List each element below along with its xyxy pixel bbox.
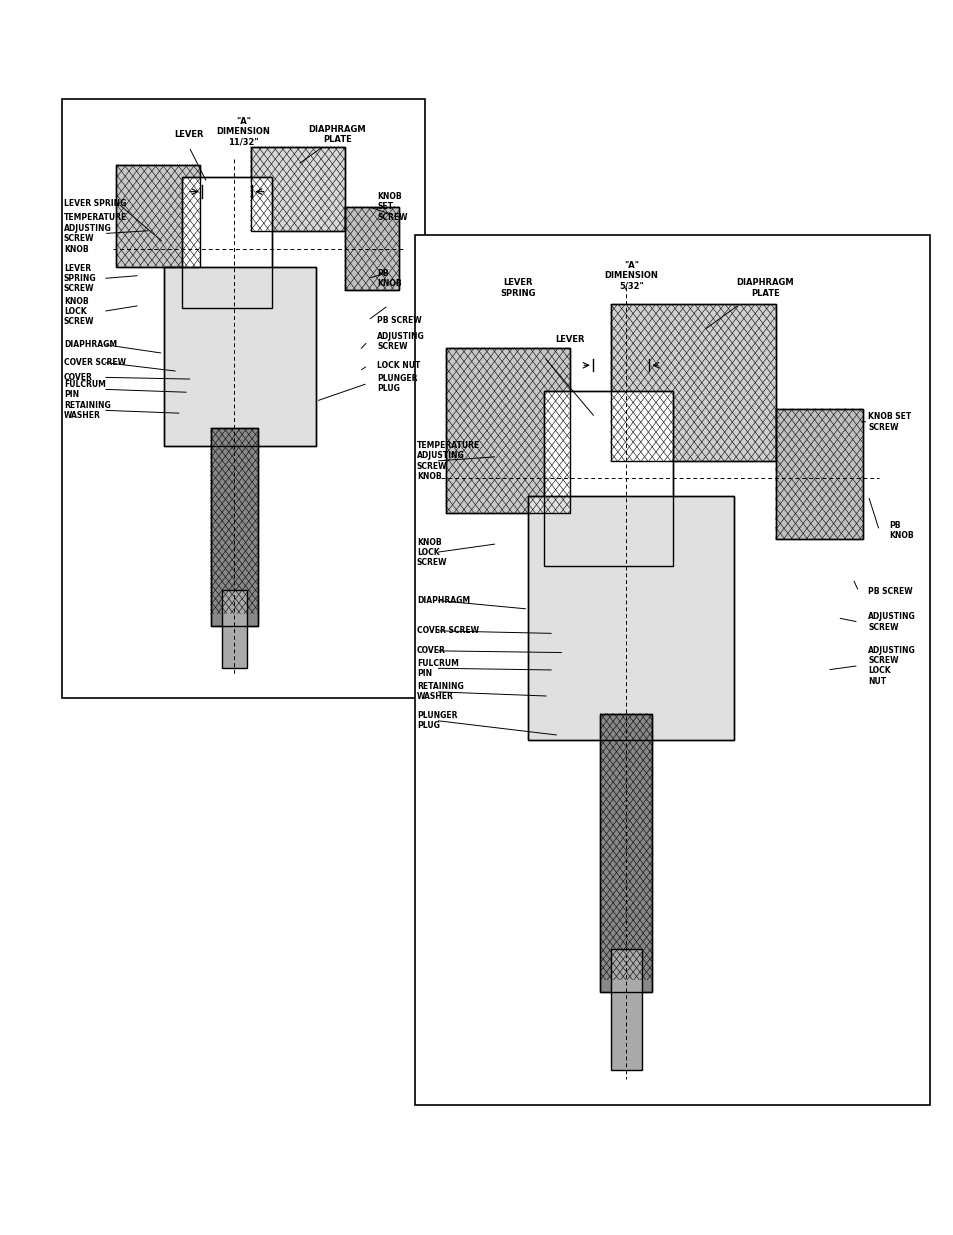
Text: COVER: COVER (64, 373, 92, 382)
Bar (610, 304, 775, 461)
Text: ADJUSTING
SCREW: ADJUSTING SCREW (867, 613, 915, 632)
Bar (251, 147, 344, 231)
Text: DIAPHRAGM: DIAPHRAGM (416, 595, 470, 605)
Bar (543, 391, 672, 566)
Text: DIAPHRAGM
PLATE: DIAPHRAGM PLATE (309, 125, 366, 144)
Text: LEVER: LEVER (174, 130, 203, 140)
Bar (181, 177, 272, 309)
Text: COVER: COVER (416, 646, 445, 656)
Bar (211, 429, 257, 626)
Text: PB SCREW: PB SCREW (867, 587, 912, 597)
Text: PLUNGER
PLUG: PLUNGER PLUG (416, 711, 456, 730)
Bar (528, 495, 734, 740)
Text: ADJUSTING
SCREW: ADJUSTING SCREW (377, 332, 425, 351)
Bar (163, 267, 315, 446)
Text: PB SCREW: PB SCREW (377, 316, 421, 325)
Bar (62, 99, 424, 698)
Bar (116, 164, 199, 267)
Text: LEVER
SPRING: LEVER SPRING (499, 278, 536, 298)
Bar (599, 714, 651, 992)
Text: FULCRUM
PIN: FULCRUM PIN (416, 658, 458, 678)
Bar (344, 206, 398, 290)
Text: PB
KNOB: PB KNOB (888, 521, 913, 541)
Bar (775, 409, 862, 540)
Text: LOCK NUT: LOCK NUT (377, 361, 420, 369)
Text: PB
KNOB: PB KNOB (377, 269, 401, 288)
Text: PLUNGER
PLUG: PLUNGER PLUG (377, 374, 417, 393)
Bar (445, 348, 569, 514)
Text: LEVER SPRING: LEVER SPRING (64, 199, 126, 209)
Text: KNOB
SET
SCREW: KNOB SET SCREW (377, 191, 408, 221)
Bar (415, 235, 929, 1105)
Bar (528, 495, 734, 740)
Text: DIAPHRAGM
PLATE: DIAPHRAGM PLATE (736, 278, 793, 298)
Bar (116, 164, 199, 267)
Text: COVER SCREW: COVER SCREW (64, 358, 126, 367)
Bar (610, 948, 641, 1071)
Bar (543, 391, 672, 566)
Text: "A"
DIMENSION
5/32": "A" DIMENSION 5/32" (604, 261, 658, 290)
Bar (610, 304, 775, 461)
Text: RETAINING
WASHER: RETAINING WASHER (64, 400, 111, 420)
Bar (599, 714, 651, 992)
Text: LEVER: LEVER (555, 335, 583, 343)
Text: FULCRUM
PIN: FULCRUM PIN (64, 379, 106, 399)
Bar (251, 147, 344, 231)
Bar (344, 206, 398, 290)
Bar (221, 590, 247, 668)
Text: KNOB
LOCK
SCREW: KNOB LOCK SCREW (416, 537, 447, 567)
Text: KNOB
LOCK
SCREW: KNOB LOCK SCREW (64, 296, 94, 326)
Text: TEMPERATURE
ADJUSTING
SCREW
KNOB: TEMPERATURE ADJUSTING SCREW KNOB (416, 441, 479, 482)
Bar (163, 267, 315, 446)
Text: DIAPHRAGM: DIAPHRAGM (64, 340, 117, 348)
Text: RETAINING
WASHER: RETAINING WASHER (416, 682, 463, 701)
Text: LEVER
SPRING
SCREW: LEVER SPRING SCREW (64, 263, 96, 294)
Bar (211, 429, 257, 626)
Bar (775, 409, 862, 540)
Bar (445, 348, 569, 514)
Text: KNOB SET
SCREW: KNOB SET SCREW (867, 412, 911, 431)
Text: TEMPERATURE
ADJUSTING
SCREW
KNOB: TEMPERATURE ADJUSTING SCREW KNOB (64, 214, 127, 253)
Text: "A"
DIMENSION
11/32": "A" DIMENSION 11/32" (216, 117, 270, 147)
Text: COVER SCREW: COVER SCREW (416, 626, 478, 635)
Bar (181, 177, 272, 309)
Text: ADJUSTING
SCREW
LOCK
NUT: ADJUSTING SCREW LOCK NUT (867, 646, 915, 685)
